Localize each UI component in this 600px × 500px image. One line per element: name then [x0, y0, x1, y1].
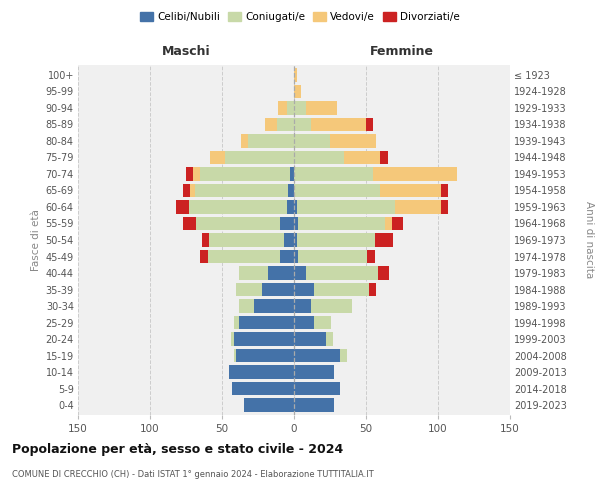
Bar [377, 266, 389, 280]
Bar [236, 283, 262, 296]
Bar [294, 84, 301, 98]
Bar [196, 216, 280, 230]
Bar [225, 150, 294, 164]
Bar [232, 382, 294, 396]
Bar [298, 216, 385, 230]
Text: Femmine: Femmine [370, 44, 434, 58]
Bar [233, 332, 294, 346]
Bar [287, 101, 294, 114]
Bar [230, 332, 233, 346]
Bar [294, 266, 305, 280]
Bar [248, 134, 294, 147]
Bar [298, 250, 367, 264]
Bar [193, 167, 200, 180]
Bar [294, 316, 314, 330]
Bar [294, 101, 305, 114]
Text: COMUNE DI CRECCHIO (CH) - Dati ISTAT 1° gennaio 2024 - Elaborazione TUTTITALIA.I: COMUNE DI CRECCHIO (CH) - Dati ISTAT 1° … [12, 470, 374, 479]
Bar [314, 316, 331, 330]
Bar [288, 184, 294, 197]
Bar [280, 216, 294, 230]
Bar [330, 134, 376, 147]
Y-axis label: Fasce di età: Fasce di età [31, 209, 41, 271]
Bar [385, 216, 392, 230]
Bar [441, 200, 448, 214]
Bar [200, 167, 290, 180]
Bar [239, 316, 294, 330]
Bar [183, 184, 190, 197]
Bar [194, 184, 288, 197]
Bar [294, 366, 334, 379]
Bar [294, 167, 373, 180]
Bar [200, 250, 208, 264]
Bar [209, 233, 284, 247]
Bar [294, 150, 344, 164]
Bar [239, 300, 254, 313]
Bar [294, 118, 311, 131]
Bar [290, 167, 294, 180]
Bar [236, 349, 294, 362]
Bar [294, 216, 298, 230]
Bar [294, 398, 334, 412]
Y-axis label: Anni di nascita: Anni di nascita [584, 202, 594, 278]
Bar [344, 150, 380, 164]
Bar [176, 200, 189, 214]
Bar [367, 250, 374, 264]
Bar [294, 332, 326, 346]
Bar [268, 266, 294, 280]
Bar [392, 216, 403, 230]
Bar [294, 300, 311, 313]
Bar [208, 250, 280, 264]
Legend: Celibi/Nubili, Coniugati/e, Vedovi/e, Divorziati/e: Celibi/Nubili, Coniugati/e, Vedovi/e, Di… [136, 8, 464, 26]
Bar [233, 316, 239, 330]
Bar [202, 233, 209, 247]
Bar [189, 200, 287, 214]
Bar [265, 118, 277, 131]
Bar [294, 200, 297, 214]
Bar [395, 200, 441, 214]
Bar [186, 167, 193, 180]
Bar [297, 200, 395, 214]
Bar [326, 332, 333, 346]
Bar [287, 200, 294, 214]
Bar [374, 233, 394, 247]
Bar [366, 118, 373, 131]
Bar [380, 184, 441, 197]
Bar [311, 300, 352, 313]
Bar [183, 216, 196, 230]
Bar [277, 118, 294, 131]
Bar [305, 101, 337, 114]
Bar [190, 184, 194, 197]
Bar [280, 250, 294, 264]
Bar [294, 233, 297, 247]
Bar [380, 150, 388, 164]
Bar [294, 68, 297, 82]
Text: Maschi: Maschi [161, 44, 211, 58]
Bar [278, 101, 287, 114]
Bar [229, 366, 294, 379]
Bar [294, 283, 314, 296]
Bar [284, 233, 294, 247]
Bar [311, 118, 366, 131]
Bar [340, 349, 347, 362]
Bar [369, 283, 376, 296]
Bar [244, 398, 294, 412]
Bar [239, 266, 268, 280]
Text: Popolazione per età, sesso e stato civile - 2024: Popolazione per età, sesso e stato civil… [12, 442, 343, 456]
Bar [262, 283, 294, 296]
Bar [294, 184, 380, 197]
Bar [373, 167, 457, 180]
Bar [294, 382, 340, 396]
Bar [211, 150, 225, 164]
Bar [254, 300, 294, 313]
Bar [294, 250, 298, 264]
Bar [294, 349, 340, 362]
Bar [241, 134, 248, 147]
Bar [233, 349, 236, 362]
Bar [297, 233, 374, 247]
Bar [314, 283, 369, 296]
Bar [305, 266, 377, 280]
Bar [294, 134, 330, 147]
Bar [441, 184, 448, 197]
